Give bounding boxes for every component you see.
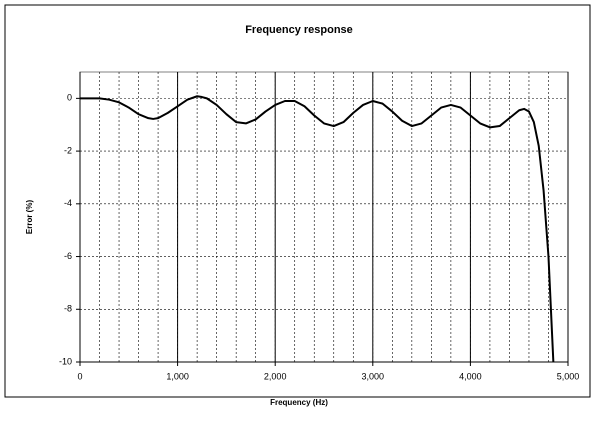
plot-area — [79, 71, 569, 363]
line-series — [80, 95, 555, 363]
y-tick-label: -8 — [64, 304, 72, 314]
x-tick-label: 0 — [77, 371, 82, 381]
x-tick-label: 5,000 — [557, 371, 580, 381]
y-tick-label: -4 — [64, 198, 72, 208]
y-axis-title: Error (%) — [25, 200, 34, 235]
x-tick-label: 3,000 — [362, 371, 385, 381]
x-tick-label: 4,000 — [459, 371, 482, 381]
y-tick-label: 0 — [67, 93, 72, 103]
chart-title: Frequency response — [245, 24, 353, 36]
y-tick-label: -10 — [59, 356, 72, 366]
x-tick-label: 2,000 — [264, 371, 287, 381]
x-tick-label: 1,000 — [166, 371, 189, 381]
x-axis-title: Frequency (Hz) — [270, 398, 328, 407]
y-tick-label: -2 — [64, 145, 72, 155]
y-tick-label: -6 — [64, 251, 72, 261]
